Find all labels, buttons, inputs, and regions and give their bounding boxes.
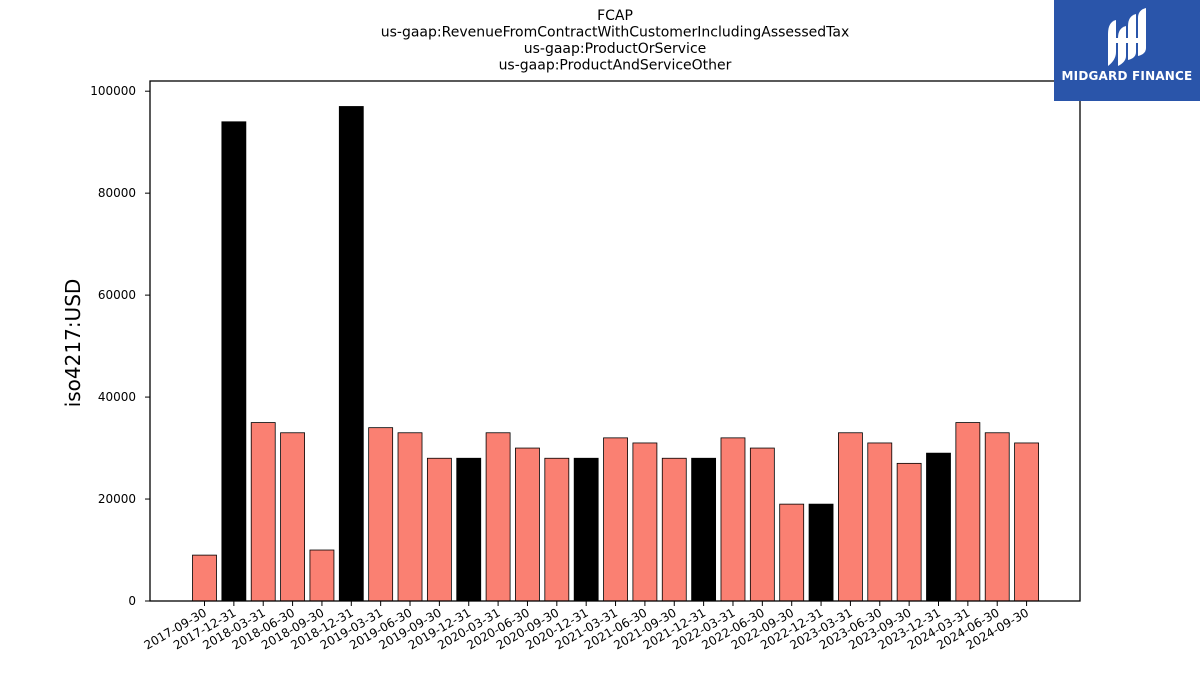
logo: MIDGARD FINANCE — [1054, 0, 1200, 101]
bar — [280, 432, 305, 602]
bar — [573, 457, 599, 602]
bar — [838, 432, 863, 602]
bar — [368, 427, 394, 602]
bar — [309, 549, 335, 602]
bar — [397, 432, 423, 602]
bar — [867, 442, 893, 602]
bar — [1014, 442, 1039, 602]
bar — [749, 447, 775, 602]
plot-frame — [149, 80, 1081, 602]
bar — [808, 503, 834, 602]
y-axis: 0 20000 40000 60000 80000 100000 — [90, 84, 150, 608]
bar — [984, 432, 1010, 602]
chart-title-line: FCAP — [597, 8, 633, 24]
y-axis-label: iso4217:USD — [61, 279, 85, 408]
y-tick-label: 20000 — [98, 492, 136, 506]
bar — [544, 457, 570, 602]
y-tick-label: 0 — [128, 594, 136, 608]
x-axis: 2017-09-302017-12-312018-03-312018-06-30… — [142, 601, 1031, 652]
midgard-finance-logo-icon — [1108, 8, 1146, 66]
logo-text: MIDGARD FINANCE — [1061, 69, 1193, 83]
chart-title: FCAPus-gaap:RevenueFromContractWithCusto… — [381, 8, 850, 74]
y-tick-label: 80000 — [98, 186, 136, 200]
y-tick-label: 60000 — [98, 288, 136, 302]
bar — [603, 437, 628, 602]
bar — [456, 457, 482, 602]
bar — [896, 462, 922, 602]
bar — [720, 437, 746, 602]
bar — [632, 442, 658, 602]
bar — [221, 121, 247, 602]
bar — [426, 457, 452, 602]
chart-title-line: us-gaap:ProductOrService — [524, 41, 707, 57]
bar — [338, 106, 364, 602]
bar — [926, 452, 951, 602]
bar — [192, 554, 217, 602]
chart-title-line: us-gaap:RevenueFromContractWithCustomerI… — [381, 25, 850, 41]
bars-group — [192, 106, 1039, 602]
bar — [691, 457, 717, 602]
bar — [250, 422, 276, 602]
bar — [661, 457, 687, 602]
bar — [779, 503, 805, 602]
bar — [485, 432, 511, 602]
chart-title-line: us-gaap:ProductAndServiceOther — [499, 58, 732, 74]
bar — [955, 422, 981, 602]
y-tick-label: 40000 — [98, 390, 136, 404]
y-tick-label: 100000 — [90, 84, 136, 98]
bar — [515, 447, 540, 602]
